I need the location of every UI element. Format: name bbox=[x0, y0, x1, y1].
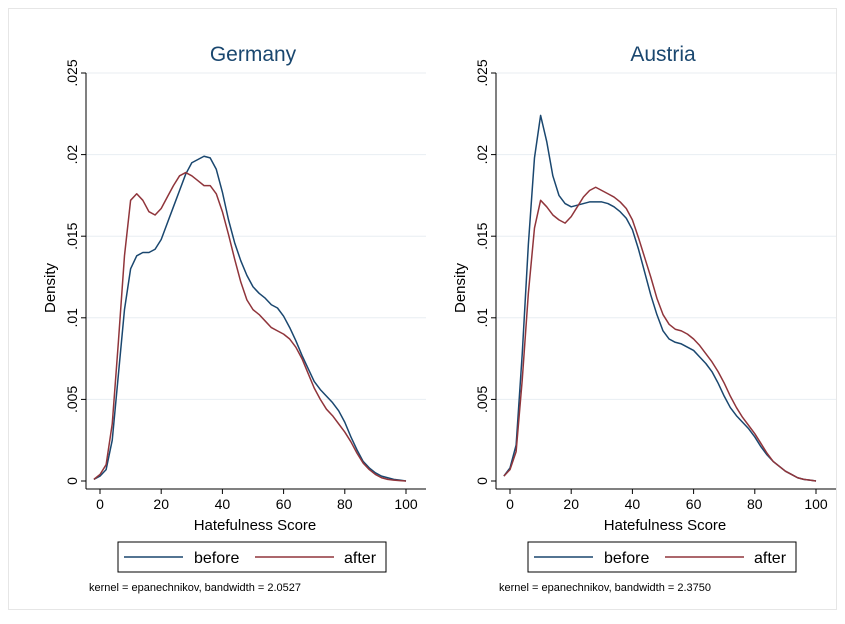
austria-legend-before-label: before bbox=[604, 550, 649, 567]
germany-y-tick-label-5: .025 bbox=[64, 59, 80, 86]
germany-y-axis-title: Density bbox=[42, 262, 59, 313]
germany-x-tick-label-1: 20 bbox=[153, 496, 169, 512]
germany-before-density-line bbox=[93, 155, 407, 482]
germany-x-tick-label-5: 100 bbox=[394, 496, 418, 512]
germany-legend: before after bbox=[117, 541, 387, 573]
austria-x-tick-label-2: 40 bbox=[625, 496, 641, 512]
germany-y-tick-label-0: 0 bbox=[64, 477, 80, 485]
germany-legend-after-label: after bbox=[344, 550, 377, 567]
austria-kernel-note: kernel = epanechnikov, bandwidth = 2.375… bbox=[499, 582, 711, 594]
germany-y-tick-label-4: .02 bbox=[64, 145, 80, 165]
austria-y-axis-title: Density bbox=[452, 262, 469, 313]
germany-y-tick-label-1: .005 bbox=[64, 386, 80, 413]
germany-legend-before-label: before bbox=[194, 550, 239, 567]
austria-y-tick-label-5: .025 bbox=[474, 59, 490, 86]
austria-y-tick-label-4: .02 bbox=[474, 145, 490, 165]
germany-plot-region bbox=[86, 73, 426, 489]
austria-panel-title: Austria bbox=[630, 43, 696, 66]
austria-panel: Austria Hatefulness Score Density before… bbox=[452, 43, 836, 594]
austria-y-tick-label-2: .01 bbox=[474, 308, 490, 328]
austria-legend-after-label: after bbox=[754, 550, 787, 567]
austria-y-tick-label-3: .015 bbox=[474, 222, 490, 249]
germany-x-tick-label-2: 40 bbox=[215, 496, 231, 512]
austria-before-density-line bbox=[503, 114, 817, 482]
austria-x-axis-title: Hatefulness Score bbox=[604, 517, 727, 534]
austria-x-tick-label-1: 20 bbox=[563, 496, 579, 512]
austria-x-tick-label-5: 100 bbox=[804, 496, 828, 512]
germany-kernel-note: kernel = epanechnikov, bandwidth = 2.052… bbox=[89, 582, 301, 594]
figure-border bbox=[8, 8, 837, 610]
austria-y-tick-label-0: 0 bbox=[474, 477, 490, 485]
austria-x-tick-label-0: 0 bbox=[506, 496, 514, 512]
germany-after-density-line bbox=[93, 171, 407, 482]
germany-panel-title: Germany bbox=[210, 43, 297, 66]
austria-after-density-line bbox=[503, 186, 817, 482]
germany-x-axis-title: Hatefulness Score bbox=[194, 517, 317, 534]
germany-panel: Germany Hatefulness Score Density before… bbox=[42, 43, 426, 594]
austria-x-tick-label-3: 60 bbox=[686, 496, 702, 512]
germany-x-tick-label-3: 60 bbox=[276, 496, 292, 512]
austria-x-tick-label-4: 80 bbox=[747, 496, 763, 512]
austria-legend: before after bbox=[527, 541, 797, 573]
austria-y-tick-label-1: .005 bbox=[474, 386, 490, 413]
germany-x-tick-label-4: 80 bbox=[337, 496, 353, 512]
germany-y-tick-label-2: .01 bbox=[64, 308, 80, 328]
germany-x-tick-label-0: 0 bbox=[96, 496, 104, 512]
austria-plot-region bbox=[496, 73, 836, 489]
germany-y-tick-label-3: .015 bbox=[64, 222, 80, 249]
